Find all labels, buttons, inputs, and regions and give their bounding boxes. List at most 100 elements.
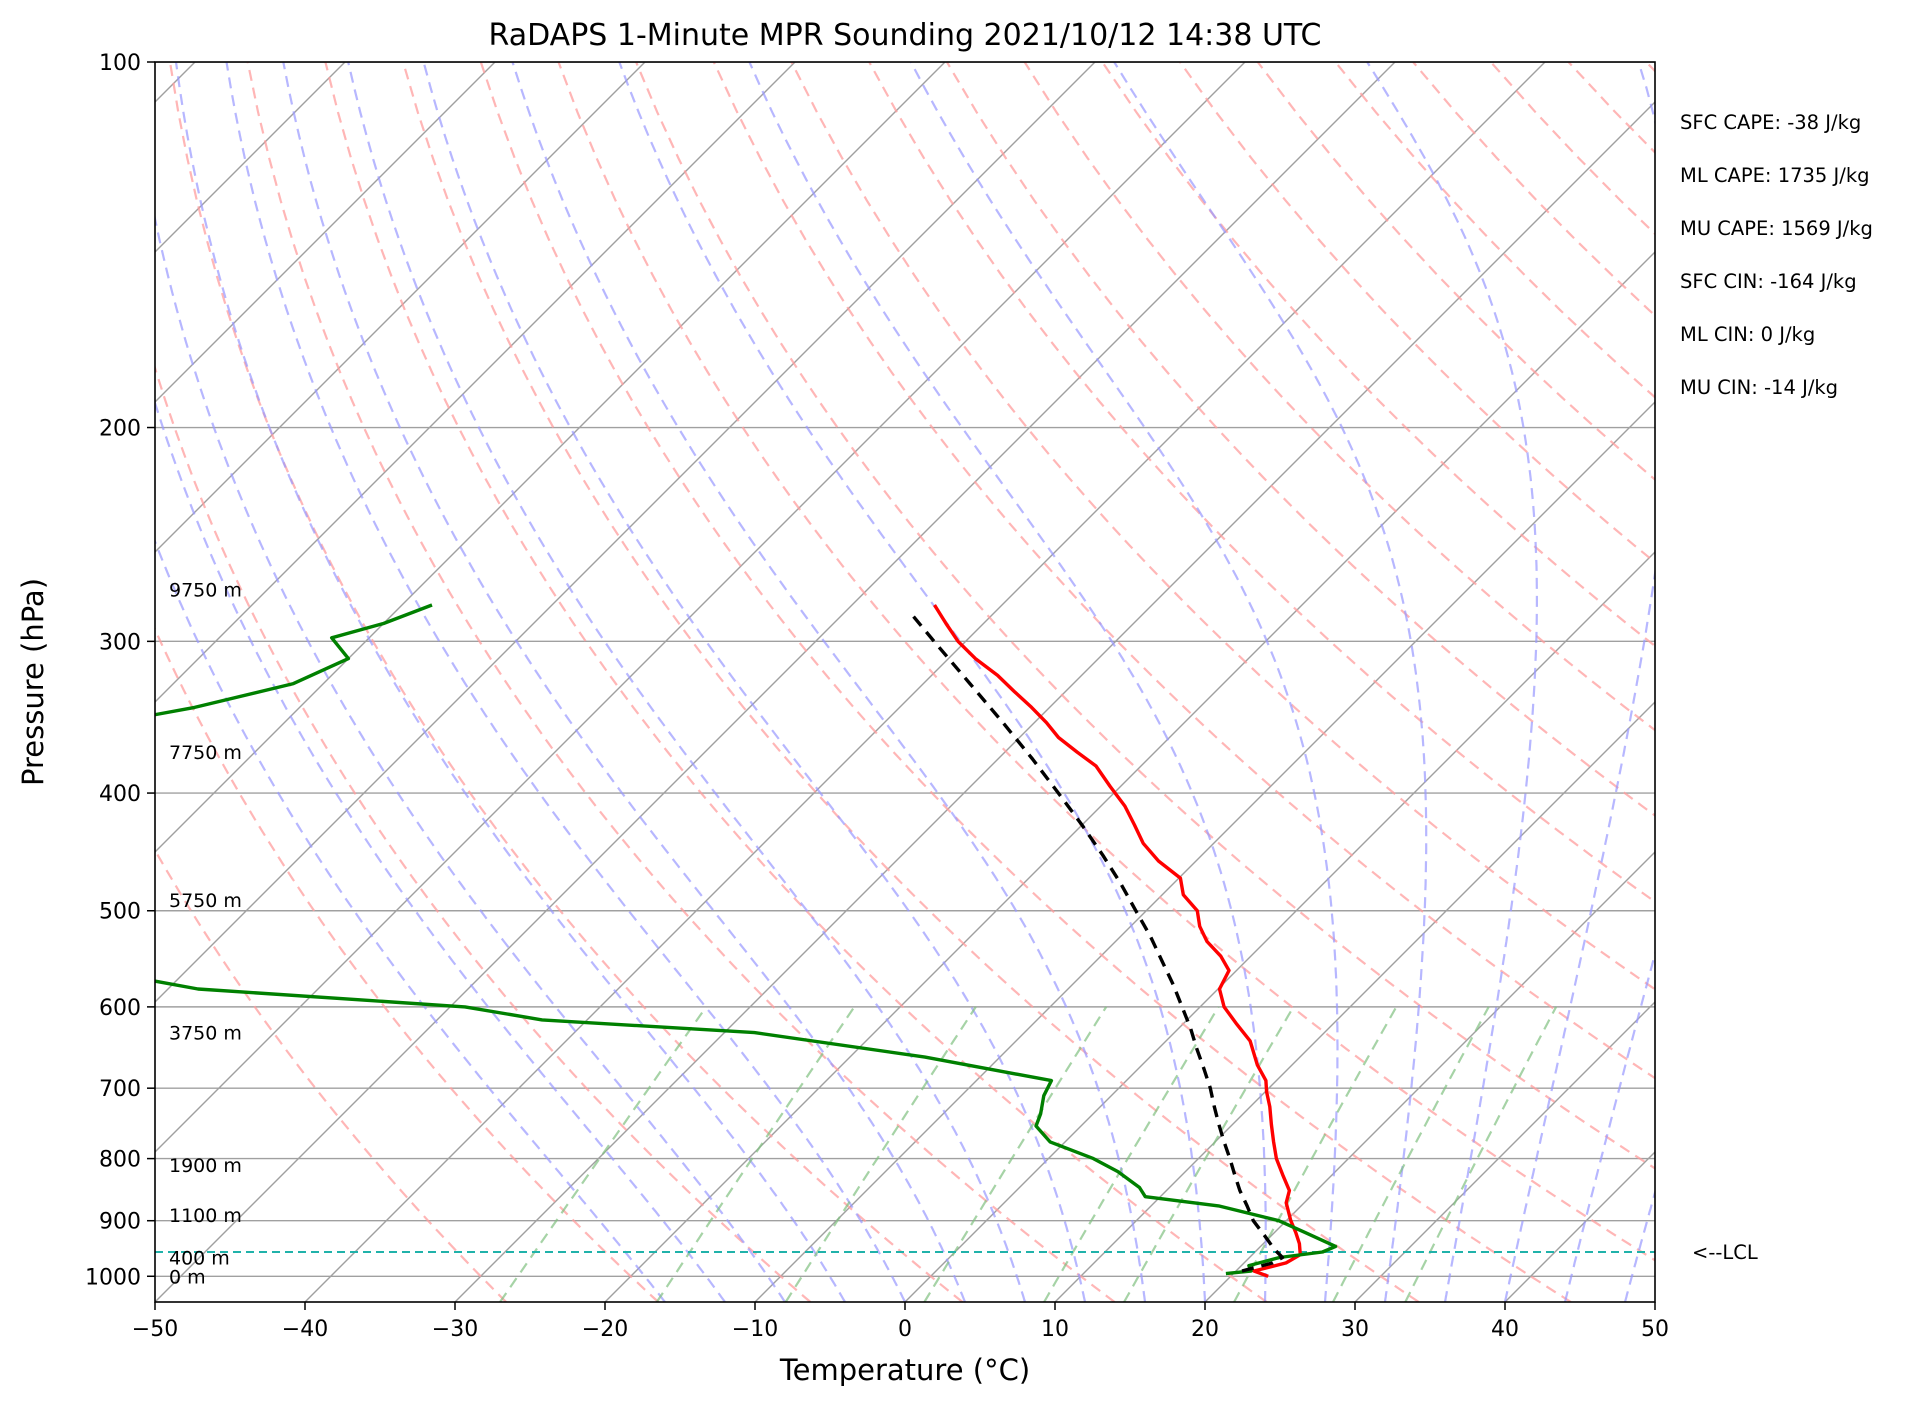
y-tick-label: 300 [99,630,141,655]
param-ml-cin: ML CIN: 0 J/kg [1680,323,1815,346]
dry-adiabat [155,364,812,1302]
lcl-label: <--LCL [1692,1241,1758,1264]
isotherm [604,251,1655,1302]
x-tick-label: −10 [732,1317,778,1342]
x-tick-label: −40 [282,1317,328,1342]
x-axis-label: Temperature (°C) [779,1353,1030,1387]
x-tick-label: 20 [1191,1317,1219,1342]
x-tick-label: −30 [432,1317,478,1342]
dry-adiabat [868,62,1655,904]
mixing-ratio-line [1043,1006,1220,1302]
mixing-ratio-line [1332,1006,1490,1302]
chart-title: RaDAPS 1-Minute MPR Sounding 2021/10/12 … [489,18,1322,53]
mixing-ratio-line [1123,1006,1295,1302]
y-tick-label: 1000 [85,1265,141,1290]
height-label: 1900 m [169,1155,242,1177]
x-axis-ticks: −50 −40 −30 −20 −10 0 10 20 30 40 50 [132,1302,1669,1342]
moist-adiabat [1503,62,1655,1302]
param-mu-cin: MU CIN: -14 J/kg [1680,376,1838,399]
dry-adiabat [635,62,1655,1170]
y-tick-label: 900 [99,1210,141,1235]
mixing-ratio-line [655,1006,856,1302]
x-tick-label: −20 [582,1317,628,1342]
y-tick-label: 500 [99,900,141,925]
moist-adiabat [511,62,1147,1302]
moist-adiabat [282,62,967,1302]
isotherm [155,62,946,853]
parcel-line [910,613,1285,1273]
isotherm [155,62,796,703]
dry-adiabat [402,62,1420,1302]
dry-adiabat [945,62,1655,817]
isotherm [454,101,1655,1302]
moist-adiabat [1366,62,1538,1302]
dry-adiabat [1724,62,1918,1302]
moist-adiabat [1113,62,1428,1302]
param-sfc-cin: SFC CIN: -164 J/kg [1680,270,1857,293]
isotherm [304,62,1546,1302]
moist-adiabat [347,62,1027,1302]
height-label: 400 m [169,1247,230,1269]
background-lines [155,62,1918,1302]
plot-area [155,62,1655,1302]
parameter-list: SFC CAPE: -38 J/kg ML CAPE: 1735 J/kg MU… [1680,111,1873,399]
x-tick-label: 10 [1041,1317,1069,1342]
y-tick-label: 100 [99,51,141,76]
x-tick-label: −50 [132,1317,178,1342]
y-axis-label: Pressure (hPa) [16,578,50,786]
dry-adiabat [479,62,1572,1302]
moist-adiabat [422,62,1087,1302]
height-label: 5750 m [169,890,242,912]
dry-adiabat [1645,62,1655,73]
moist-adiabat [618,62,1207,1302]
isotherm [904,551,1655,1302]
dry-adiabat [168,62,964,1302]
x-tick-label: 30 [1341,1317,1369,1342]
isotherm [1654,1301,1655,1302]
dry-adiabat [246,62,1116,1302]
dry-adiabat [324,62,1268,1302]
mixing-ratio-line [923,1006,1108,1302]
moist-adiabat [155,213,786,1302]
isotherm [1354,1001,1655,1302]
dewpoint-line [155,603,1338,1276]
height-label: 7750 m [169,742,242,764]
y-tick-label: 700 [99,1077,141,1102]
mixing-ratio-line [499,1006,708,1302]
isotherm [1204,851,1655,1302]
mixing-ratio-line [784,1006,977,1302]
moist-adiabat [174,62,846,1302]
moist-adiabat [155,538,666,1302]
y-tick-label: 600 [99,996,141,1021]
moist-adiabat [1563,949,1655,1302]
y-tick-label: 800 [99,1148,141,1173]
x-tick-label: 40 [1491,1317,1519,1342]
isotherm [155,62,496,403]
y-tick-label: 400 [99,782,141,807]
height-label: 0 m [169,1266,206,1288]
x-tick-label: 50 [1641,1317,1669,1342]
profile-series [155,603,1338,1278]
mixing-ratio-line [1404,1006,1558,1302]
isotherm [155,62,1096,1003]
isotherm [155,62,646,553]
moist-adiabat [225,62,906,1302]
height-label: 3750 m [169,1023,242,1045]
moist-adiabat [155,399,726,1302]
dry-adiabat [155,847,507,1302]
temperature-line [933,604,1302,1278]
dry-adiabat [712,62,1655,1080]
param-mu-cape: MU CAPE: 1569 J/kg [1680,217,1873,240]
dry-adiabat [557,62,1655,1262]
moist-adiabat [1623,1188,1655,1302]
isotherm [155,62,1246,1153]
param-sfc-cape: SFC CAPE: -38 J/kg [1680,111,1861,134]
height-label: 9750 m [169,580,242,602]
moist-adiabat [909,62,1339,1302]
y-tick-label: 200 [99,417,141,442]
isotherm [155,62,1396,1302]
height-label: 1100 m [169,1205,242,1227]
dry-adiabat [1101,62,1655,648]
